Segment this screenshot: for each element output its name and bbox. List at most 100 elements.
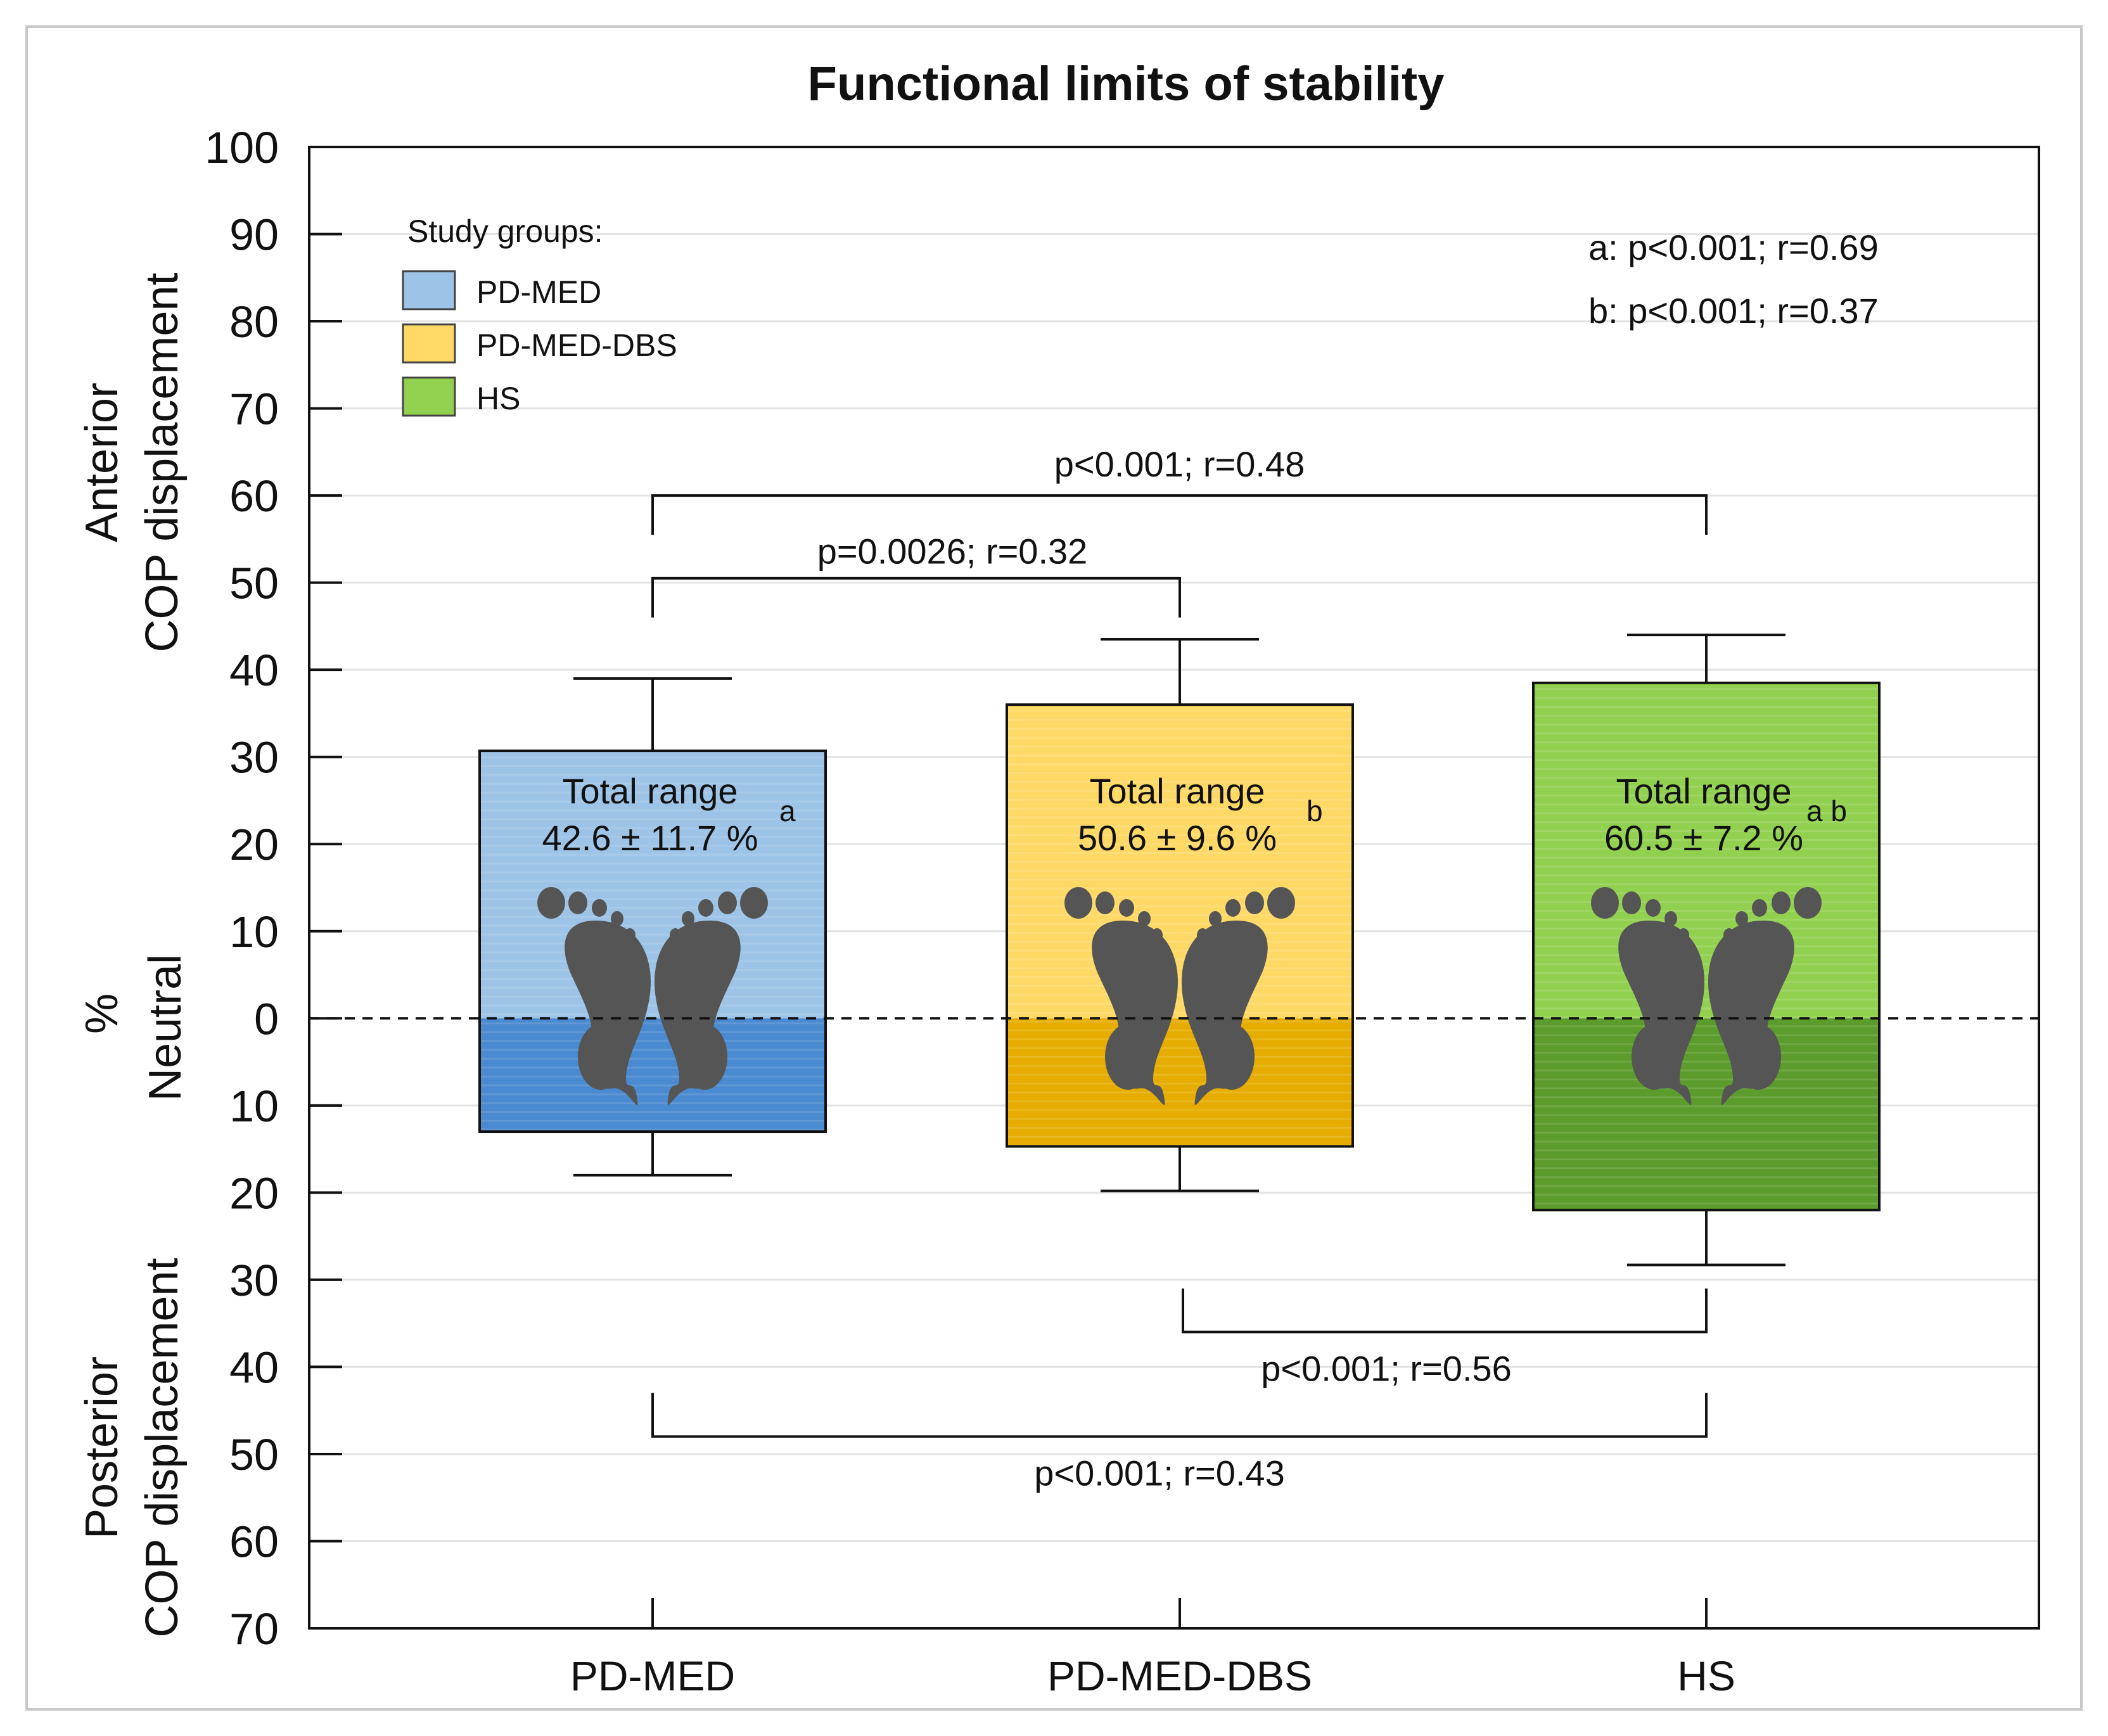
y-tick-label: 20 <box>229 820 279 869</box>
y-label-anterior-1: Anterior <box>77 383 127 542</box>
y-tick-label: 40 <box>229 1343 279 1392</box>
y-label-posterior-2: COP displacement <box>137 1258 188 1638</box>
foot-sole <box>1092 921 1179 1106</box>
annotation-a: a: p<0.001; r=0.69 <box>1588 227 1879 267</box>
y-tick-label: 0 <box>254 994 279 1044</box>
toe <box>1723 928 1735 942</box>
y-tick-label: 50 <box>229 1430 279 1479</box>
y-label-neutral: Neutral <box>140 954 191 1101</box>
footprints-icon <box>537 887 768 1106</box>
y-label-anterior-2: COP displacement <box>137 273 188 653</box>
bar-anterior <box>1533 682 1879 1019</box>
right-foot-icon <box>1181 887 1295 1106</box>
range-superscript: a <box>779 795 796 827</box>
toe <box>1245 891 1264 914</box>
left-foot-icon <box>1064 887 1179 1106</box>
legend-swatch-pd-med <box>402 270 456 310</box>
range-value: 60.5 ± 7.2 % <box>1604 818 1803 858</box>
bar-anterior <box>1007 705 1353 1019</box>
y-tick-label: 40 <box>229 646 279 695</box>
legend-label-pd-med: PD-MED <box>476 274 601 310</box>
legend-swatch-pd-med-dbs <box>402 323 456 364</box>
toe <box>1119 899 1134 917</box>
x-tick-label: HS <box>1677 1652 1735 1699</box>
bar-posterior <box>480 1018 826 1132</box>
y-tick-label: 30 <box>229 733 279 782</box>
toe <box>537 887 565 919</box>
annotation-b: b: p<0.001; r=0.37 <box>1588 291 1879 331</box>
x-tick-label: PD-MED-DBS <box>1047 1652 1312 1699</box>
toe <box>1752 899 1767 917</box>
range-title: Total range <box>1089 771 1265 811</box>
toe <box>718 891 737 914</box>
foot-heel <box>1632 1024 1677 1090</box>
toe <box>1664 911 1677 926</box>
plot-area-border <box>308 146 2040 1630</box>
y-tick-label: 70 <box>229 385 279 434</box>
y-tick-label: 70 <box>229 1604 279 1654</box>
toe <box>1622 891 1641 914</box>
y-label-unit: % <box>77 993 127 1034</box>
bar-anterior <box>480 751 826 1019</box>
foot-sole <box>654 921 741 1106</box>
y-tick-label: 90 <box>229 210 279 260</box>
toe <box>1678 928 1689 942</box>
right-foot-icon <box>1708 887 1822 1106</box>
y-tick-label: 30 <box>229 1256 279 1305</box>
foot-heel <box>1735 1024 1781 1090</box>
toe <box>1138 911 1151 926</box>
y-label-posterior-1: Posterior <box>77 1356 127 1539</box>
range-superscript: a b <box>1806 795 1847 827</box>
foot-heel <box>578 1024 623 1090</box>
bracket-line <box>651 494 1708 535</box>
bar-groups: Total range 42.6 ± 11.7 % a Total range 50.6… <box>478 634 1881 1267</box>
significance-label: p=0.0026; r=0.32 <box>817 532 1088 571</box>
toe <box>1096 891 1115 914</box>
legend-label-hs: HS <box>476 381 520 416</box>
legend-title: Study groups: <box>407 214 603 249</box>
toe <box>568 891 587 914</box>
range-superscript: b <box>1306 795 1323 827</box>
bar-group: Total range 50.6 ± 9.6 % b <box>1006 638 1354 1192</box>
significance-bracket: p=0.0026; r=0.32 <box>651 532 1181 618</box>
toe <box>1267 887 1295 919</box>
significance-bracket: p<0.001; r=0.43 <box>651 1393 1708 1493</box>
toe <box>670 928 681 942</box>
bracket-line <box>651 577 1181 618</box>
toe <box>1591 887 1619 919</box>
foot-heel <box>1105 1024 1151 1090</box>
x-tick-label: PD-MED <box>570 1652 735 1699</box>
y-tick-label: 20 <box>229 1168 279 1218</box>
toe <box>624 928 636 942</box>
significance-label: p<0.001; r=0.43 <box>1034 1453 1284 1493</box>
legend-swatch-hs <box>402 376 456 417</box>
chart-title: Functional limits of stability <box>808 57 1445 111</box>
toe <box>611 911 623 926</box>
y-tick-label: 80 <box>229 297 279 347</box>
legend: Study groups: PD-MED PD-MED-DBS HS <box>402 214 677 417</box>
left-foot-icon <box>1591 887 1705 1106</box>
range-value: 42.6 ± 11.7 % <box>542 818 758 858</box>
toe <box>698 899 713 917</box>
bar-posterior <box>1533 1018 1879 1210</box>
toe <box>740 887 768 919</box>
y-tick-label: 10 <box>229 907 279 957</box>
bar-group: Total range 42.6 ± 11.7 % a <box>478 677 827 1177</box>
y-tick-label: 60 <box>229 1517 279 1566</box>
toe <box>592 899 607 917</box>
y-tick-label: 10 <box>229 1082 279 1131</box>
bar-posterior <box>1007 1018 1353 1147</box>
toe <box>1645 899 1661 917</box>
foot-heel <box>682 1024 727 1090</box>
legend-label-pd-med-dbs: PD-MED-DBS <box>476 328 677 363</box>
toe <box>1197 928 1208 942</box>
bracket-line <box>1182 1288 1708 1334</box>
bar-group: Total range 60.5 ± 7.2 %a b <box>1532 634 1881 1267</box>
toe <box>1735 911 1748 926</box>
toe <box>682 911 694 926</box>
foot-sole <box>565 921 651 1106</box>
right-foot-icon <box>654 887 768 1106</box>
foot-heel <box>1209 1024 1255 1090</box>
significance-brackets: p<0.001; r=0.48 p=0.0026; r=0.32 p<0.001; … <box>651 444 1708 1493</box>
